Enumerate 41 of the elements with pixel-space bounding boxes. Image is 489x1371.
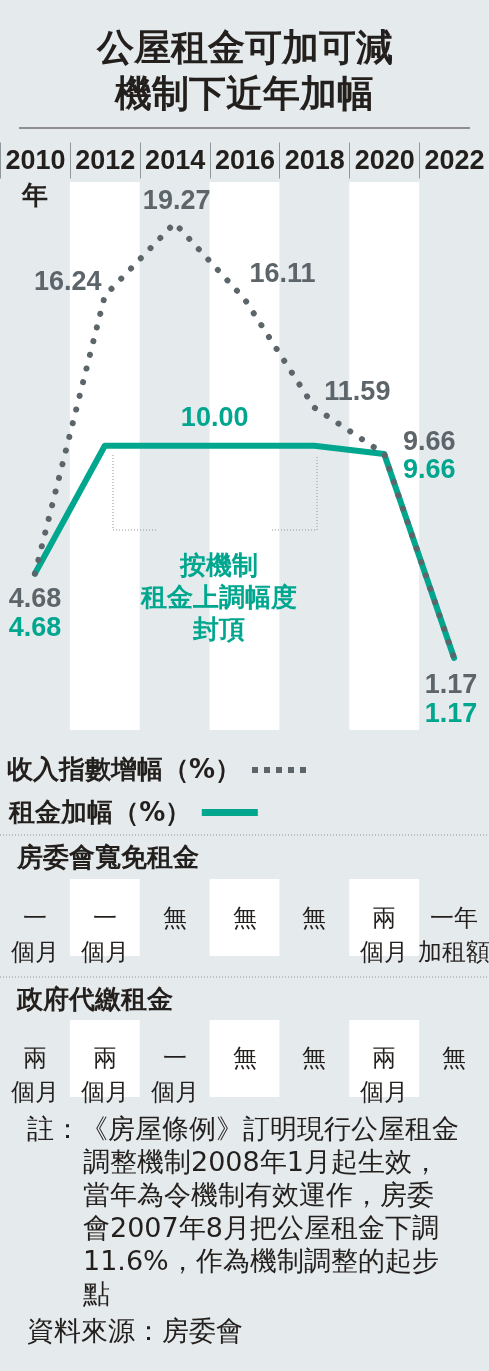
text: 政府代繳租金 [16, 984, 173, 1014]
text: 無 [302, 904, 327, 932]
text: 兩個月 [360, 1044, 409, 1106]
data-label: 4.68 [8, 611, 62, 642]
text: 註：《房屋條例》訂明現行公屋租金調整機制2008年1月起生效，當年為令機制有效運作，房委會2007年8月把公屋租金下調11.6%，作為機制調整的起步點 [27, 1113, 459, 1309]
data-label: 9.66 [402, 425, 456, 456]
text: 無 [162, 904, 187, 932]
data-label: 16.24 [34, 265, 102, 296]
x-tick-label: 2022 [424, 144, 485, 175]
source-note: 資料來源：房委會 [27, 1315, 243, 1346]
text: 無 [442, 1044, 467, 1072]
legend-label: 租金加幅（%） [8, 796, 192, 827]
data-label: 4.68 [8, 582, 62, 613]
x-axis-title: 年 [21, 179, 49, 210]
x-tick-label: 2018 [284, 144, 345, 175]
text: 一個月 [150, 1044, 199, 1106]
legend-label: 收入指數增幅（%） [6, 754, 242, 784]
text: 一年加租額 [418, 904, 489, 966]
text: 兩個月 [360, 904, 409, 966]
text: 無 [232, 1044, 257, 1072]
text: 兩個月 [80, 1044, 129, 1106]
text: 無 [302, 1044, 327, 1072]
data-label: 19.27 [142, 185, 211, 215]
data-label: 10.00 [180, 401, 249, 432]
data-label: 11.59 [324, 375, 391, 406]
x-tick-label: 2010 [5, 144, 66, 175]
data-label: 9.66 [402, 453, 456, 484]
x-tick-label: 2012 [75, 144, 136, 175]
chart-title: 公屋租金可加可減機制下近年加幅 [95, 25, 393, 115]
annotation: 按機制租金上調幅度封頂 [140, 550, 297, 644]
text: 一個月 [10, 904, 59, 966]
text: 兩個月 [10, 1044, 59, 1106]
text: 房委會寬免租金 [16, 842, 199, 872]
text: 一個月 [80, 904, 129, 966]
data-label: 16.11 [249, 257, 316, 288]
x-tick-label: 2016 [214, 144, 276, 175]
data-label: 1.17 [424, 698, 478, 728]
x-tick-label: 2014 [145, 144, 206, 175]
text: 無 [232, 904, 257, 932]
x-tick-label: 2020 [354, 144, 415, 175]
data-label: 1.17 [424, 669, 478, 699]
